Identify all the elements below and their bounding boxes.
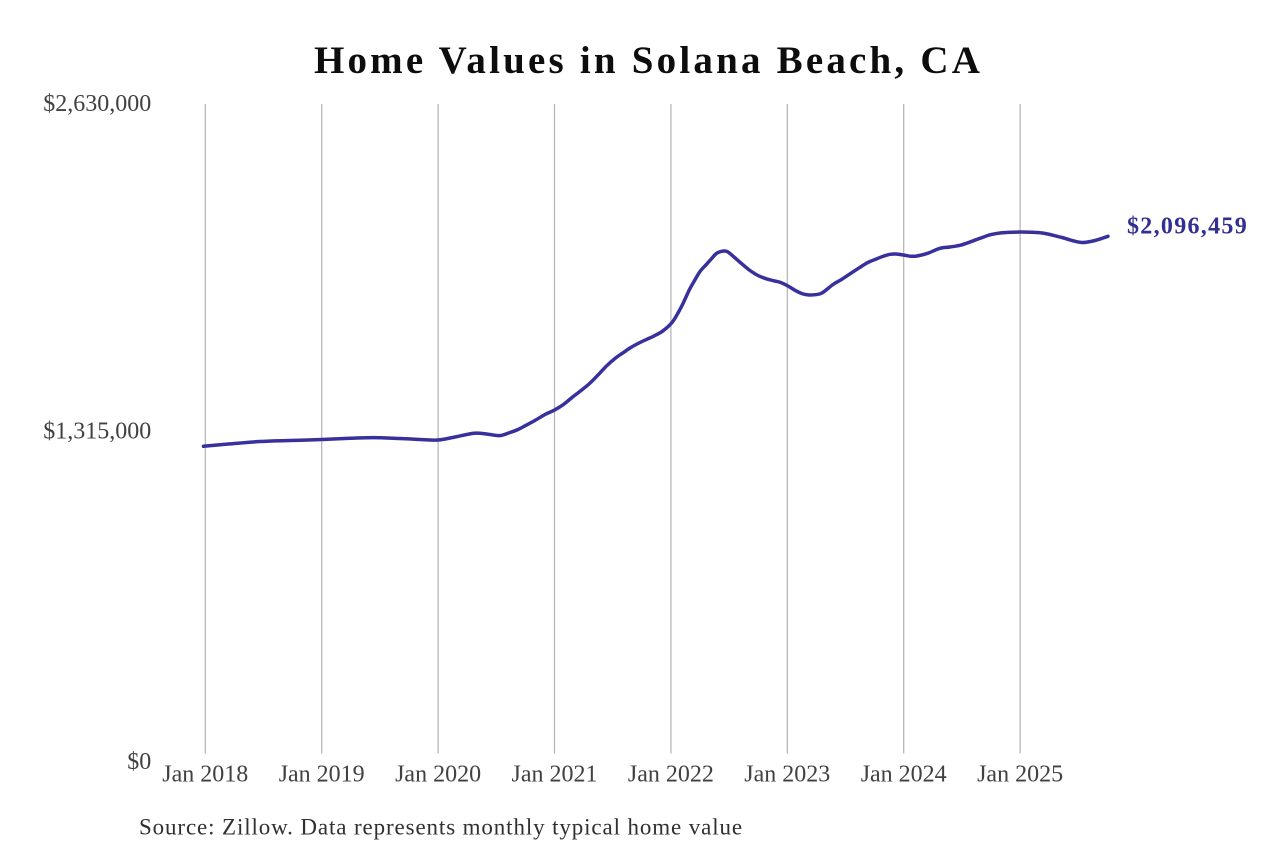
svg-text:Jan 2020: Jan 2020	[395, 762, 481, 788]
svg-text:Jan 2019: Jan 2019	[279, 762, 365, 788]
svg-text:$2,096,459: $2,096,459	[1127, 214, 1248, 240]
svg-text:Jan 2024: Jan 2024	[861, 762, 947, 788]
svg-text:Jan 2021: Jan 2021	[512, 762, 598, 788]
svg-text:Jan 2018: Jan 2018	[162, 762, 248, 788]
svg-text:$1,315,000: $1,315,000	[43, 419, 151, 445]
svg-text:Jan 2023: Jan 2023	[744, 762, 830, 788]
svg-text:$0: $0	[127, 749, 151, 775]
svg-text:Source: Zillow. Data represent: Source: Zillow. Data represents monthly …	[139, 815, 743, 840]
svg-text:Home Values in Solana Beach, C: Home Values in Solana Beach, CA	[314, 39, 983, 82]
svg-text:Jan 2022: Jan 2022	[628, 762, 714, 788]
svg-text:$2,630,000: $2,630,000	[43, 91, 151, 117]
svg-text:Jan 2025: Jan 2025	[977, 762, 1063, 788]
